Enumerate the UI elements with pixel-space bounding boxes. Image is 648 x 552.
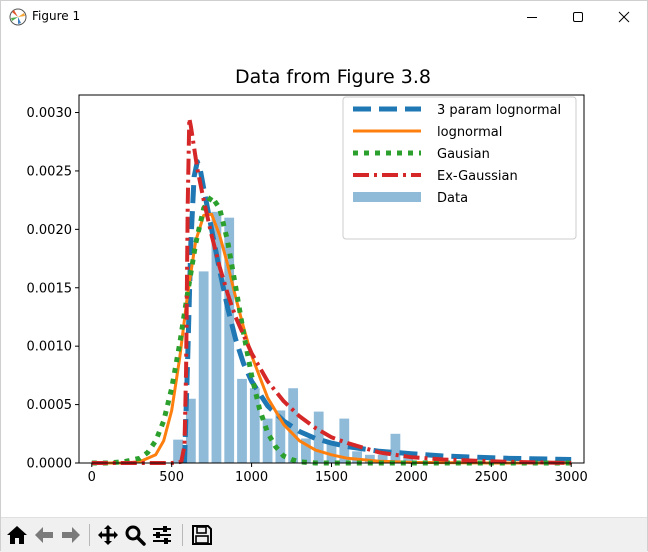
x-tick-label: 1500 <box>315 470 348 485</box>
legend: 3 param lognormal lognormal Gausian Ex-G… <box>342 96 577 240</box>
histogram-bar <box>237 378 247 463</box>
y-tick-label: 0.0015 <box>27 281 73 296</box>
legend-label-data: Data <box>437 191 468 206</box>
y-tick-label: 0.0025 <box>27 164 73 179</box>
legend-label-lognormal: lognormal <box>437 125 502 140</box>
histogram-bar <box>313 411 324 463</box>
maximize-button[interactable] <box>555 1 601 33</box>
chart: Data from Figure 3.8 0 500 1000 1500 2000 250… <box>27 66 588 485</box>
histogram-bar <box>173 439 183 463</box>
histogram-bar <box>403 454 414 463</box>
navigation-toolbar <box>1 517 647 552</box>
x-tick-label: 500 <box>159 470 184 485</box>
window-title: Figure 1 <box>32 9 81 23</box>
x-tick-label: 1000 <box>235 470 268 485</box>
home-button[interactable] <box>5 522 29 548</box>
histogram-bar <box>390 433 401 463</box>
zoom-button[interactable] <box>123 522 147 548</box>
maximize-icon <box>573 12 583 22</box>
series-line-ex-gaussian <box>91 116 572 465</box>
x-tick-label: 0 <box>88 470 96 485</box>
save-icon <box>192 525 212 545</box>
plot-canvas[interactable]: Data from Figure 3.8 0 500 1000 1500 2000 250… <box>1 33 647 513</box>
histogram-bar <box>198 271 209 463</box>
legend-label-gausian: Gausian <box>437 147 490 162</box>
title-bar[interactable]: Figure 1 <box>1 1 647 33</box>
legend-swatch-data <box>353 192 421 202</box>
histogram-bar <box>352 451 362 463</box>
legend-label-3-param-lognormal: 3 param lognormal <box>437 103 561 118</box>
configure-subplots-icon <box>153 526 171 544</box>
back-button[interactable] <box>32 522 56 548</box>
minimize-icon <box>527 17 537 18</box>
pan-icon <box>98 525 118 545</box>
series-line-gausian <box>91 194 572 466</box>
configure-subplots-button[interactable] <box>150 522 174 548</box>
y-tick-label: 0.0020 <box>27 223 73 238</box>
series-line-lognormal <box>91 212 572 465</box>
histogram-bar <box>377 454 388 463</box>
histogram-bar <box>262 418 273 463</box>
forward-button[interactable] <box>59 522 83 548</box>
x-tick-label: 2500 <box>475 470 508 485</box>
histogram-bar <box>249 388 260 463</box>
toolbar-separator <box>89 524 90 546</box>
home-icon <box>7 526 27 544</box>
chart-title: Data from Figure 3.8 <box>235 66 431 88</box>
forward-arrow-icon <box>62 527 80 543</box>
y-tick-label: 0.0010 <box>27 340 73 355</box>
y-tick-label: 0.0030 <box>27 106 73 121</box>
pan-button[interactable] <box>96 522 120 548</box>
matplotlib-icon <box>9 8 27 26</box>
close-button[interactable] <box>601 1 647 33</box>
minimize-button[interactable] <box>509 1 555 33</box>
save-button[interactable] <box>190 522 214 548</box>
histogram-bar <box>185 398 196 463</box>
histogram-bar <box>288 388 299 463</box>
y-tick-label: 0.0000 <box>27 457 73 472</box>
histogram-bar <box>339 418 350 463</box>
back-arrow-icon <box>35 527 53 543</box>
histogram-bar <box>211 211 222 463</box>
histogram-bar <box>224 217 235 463</box>
x-tick-label: 2000 <box>395 470 428 485</box>
x-tick-label: 3000 <box>555 470 588 485</box>
zoom-icon <box>125 525 146 546</box>
legend-box <box>342 96 577 240</box>
close-icon <box>618 11 630 23</box>
histogram-bar <box>301 438 311 463</box>
toolbar-separator <box>182 524 183 546</box>
legend-label-ex-gaussian: Ex-Gaussian <box>437 169 518 184</box>
y-tick-label: 0.0005 <box>27 398 73 413</box>
histogram-bar <box>275 410 286 463</box>
